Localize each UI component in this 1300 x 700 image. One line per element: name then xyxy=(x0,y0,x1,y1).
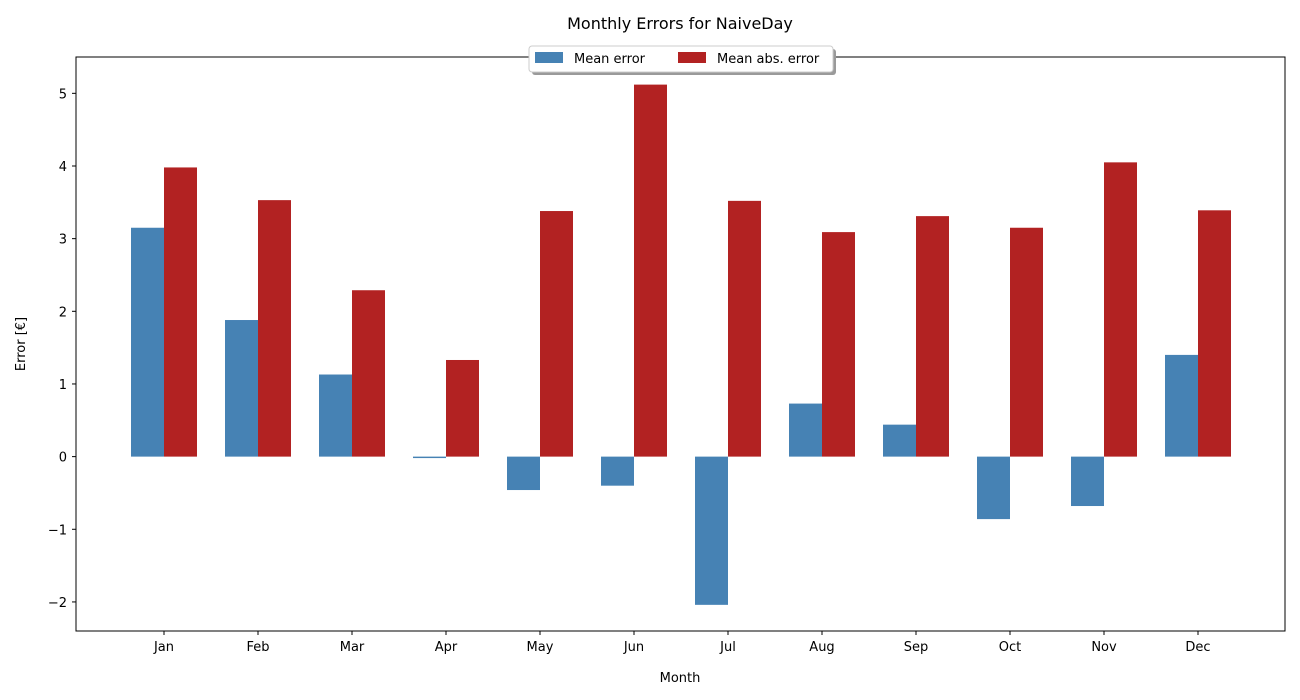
x-tick-label-oct: Oct xyxy=(999,640,1021,655)
legend-swatch-mean-error xyxy=(535,52,563,63)
bar-mean-error-may xyxy=(507,456,540,491)
y-tick-label: 4 xyxy=(59,160,67,175)
bar-mean-abs-error-feb xyxy=(258,200,291,457)
bar-mean-abs-error-jan xyxy=(164,167,197,457)
bar-mean-abs-error-sep xyxy=(916,216,949,457)
bar-mean-error-dec xyxy=(1165,354,1198,457)
x-tick-label-apr: Apr xyxy=(435,640,458,655)
bar-mean-error-aug xyxy=(789,403,822,457)
x-tick-label-sep: Sep xyxy=(904,640,929,655)
bar-mean-abs-error-jul xyxy=(728,200,761,457)
bar-mean-abs-error-mar xyxy=(352,290,385,457)
bar-mean-error-oct xyxy=(977,456,1010,520)
bar-mean-error-jun xyxy=(601,456,634,486)
x-tick-label-feb: Feb xyxy=(246,640,269,655)
y-tick-label: 0 xyxy=(59,451,67,466)
legend: Mean error Mean abs. error xyxy=(528,45,836,75)
y-tick-label: 1 xyxy=(59,378,67,393)
plot-area xyxy=(131,84,1231,605)
bar-mean-error-sep xyxy=(883,424,916,457)
bar-mean-abs-error-jun xyxy=(634,84,667,457)
chart-title: Monthly Errors for NaiveDay xyxy=(567,14,793,33)
bar-mean-error-feb xyxy=(225,320,258,457)
x-axis-title: Month xyxy=(660,671,701,686)
bar-mean-error-apr xyxy=(413,456,446,459)
y-axis-title: Error [€] xyxy=(14,317,29,371)
bar-mean-error-mar xyxy=(319,374,352,457)
x-tick-label-nov: Nov xyxy=(1091,640,1117,655)
bar-mean-error-jul xyxy=(695,456,728,605)
x-tick-label-jan: Jan xyxy=(153,640,174,655)
legend-label-mean-abs-error: Mean abs. error xyxy=(717,52,820,67)
bar-mean-abs-error-nov xyxy=(1104,162,1137,457)
legend-swatch-mean-abs-error xyxy=(678,52,706,63)
y-tick-label: −2 xyxy=(48,596,67,611)
bar-mean-error-jan xyxy=(131,227,164,457)
bar-mean-abs-error-apr xyxy=(446,359,479,457)
y-tick-label: 3 xyxy=(59,233,67,248)
legend-label-mean-error: Mean error xyxy=(574,52,646,67)
bar-mean-abs-error-aug xyxy=(822,232,855,457)
bar-mean-abs-error-oct xyxy=(1010,227,1043,457)
bar-mean-abs-error-dec xyxy=(1198,210,1231,457)
y-axis: −2 −1 0 1 2 3 4 5 xyxy=(48,87,76,611)
x-tick-label-may: May xyxy=(527,640,554,655)
bar-mean-error-nov xyxy=(1071,456,1104,507)
x-tick-label-jul: Jul xyxy=(719,640,736,655)
y-tick-label: −1 xyxy=(48,523,67,538)
x-tick-label-dec: Dec xyxy=(1185,640,1210,655)
x-tick-label-mar: Mar xyxy=(340,640,365,655)
bar-mean-abs-error-may xyxy=(540,211,573,457)
y-tick-label: 5 xyxy=(59,87,67,102)
x-tick-label-aug: Aug xyxy=(809,640,834,655)
x-tick-label-jun: Jun xyxy=(623,640,644,655)
x-axis: Jan Feb Mar Apr May Jun Jul Aug Sep Oct Nov Dec xyxy=(153,631,1211,655)
y-tick-label: 2 xyxy=(59,305,67,320)
